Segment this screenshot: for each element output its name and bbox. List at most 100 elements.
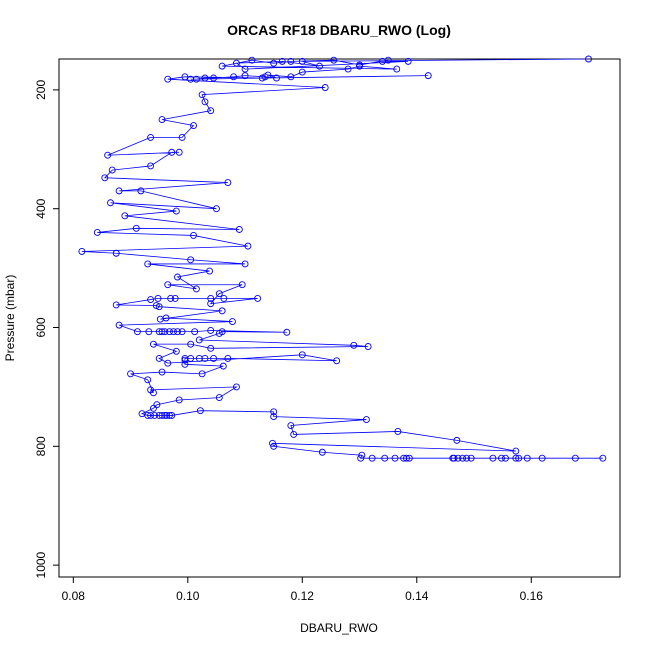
data-point [270,442,278,450]
data-point [298,68,306,76]
data-point [287,57,295,65]
data-point [298,351,306,359]
data-point [241,260,249,268]
data-point [168,148,176,156]
data-point [454,454,462,462]
data-point [269,439,276,447]
data-point [207,107,215,115]
x-tick-label: 0.08 [62,589,86,603]
data-point [585,55,592,63]
data-point [278,57,286,65]
data-point [149,389,157,397]
plot-frame [58,58,621,578]
data-point [137,187,145,195]
data-point [241,72,249,80]
data-point [254,294,262,302]
data-point [104,151,112,159]
data-point [453,436,461,444]
data-point [489,454,497,462]
data-point [449,454,457,462]
data-point [344,65,352,73]
data-point [356,61,363,69]
x-axis: 0.08 0.10 0.12 0.14 0.16 [62,577,543,603]
data-point [207,344,215,352]
data-point [167,294,175,302]
data-point [357,454,365,462]
y-axis-label: Pressure (mbar) [3,275,17,362]
data-point [171,294,179,302]
data-point [166,411,173,419]
data-point [362,416,370,424]
data-point [210,74,218,82]
data-point [233,383,240,391]
data-point [459,454,467,462]
data-point [218,328,226,336]
data-point [147,133,155,141]
data-point [400,454,408,462]
data-point [155,411,163,419]
data-point [138,410,146,418]
data-point [215,394,223,402]
data-point [241,65,249,73]
data-point [273,74,280,82]
data-point [220,294,228,302]
data-point [230,73,238,81]
data-point [394,428,402,435]
data-point [178,133,186,141]
chart-title: ORCAS RF18 DBARU_RWO (Log) [227,22,451,38]
data-point [172,207,180,215]
data-point [78,248,86,255]
data-point [270,413,278,421]
data-point [224,179,232,187]
data-point [155,328,163,336]
data-point [155,354,163,362]
data-point [178,328,186,336]
data-point [181,73,189,81]
data-point [358,451,366,459]
data-point [115,321,123,329]
data-point [463,454,471,462]
y-axis: 200 400 600 800 1000 [34,80,59,578]
x-axis-label: DBARU_RWO [300,621,378,635]
data-point [201,74,209,82]
y-tick-label: 600 [34,317,48,337]
data-point [207,294,215,302]
data-point [145,328,153,336]
data-point [93,229,101,236]
data-point [424,72,432,80]
data-point [316,62,323,70]
data-point [244,242,252,250]
data-point [175,148,183,156]
data-point [164,281,172,289]
data-point [149,404,157,412]
data-point [172,347,180,355]
data-point [158,328,166,336]
data-point [571,454,579,462]
data-point [333,357,341,365]
data-point [174,273,181,281]
data-point [149,340,157,348]
data-point [512,447,520,455]
data-point [153,401,161,409]
data-point [127,370,135,378]
data-point [147,162,155,170]
data-point [121,212,129,220]
data-point [538,454,546,462]
data-point [238,281,246,289]
data-point [192,75,200,83]
data-point [112,301,120,309]
data-point [196,407,204,415]
series-line [81,58,603,459]
data-point [115,187,123,195]
data-point [212,205,220,213]
data-point [163,411,171,419]
data-point [330,56,338,64]
data-point [218,307,226,315]
data-point [108,166,116,174]
data-point [350,341,358,349]
data-point [206,267,214,275]
data-point [364,343,372,350]
data-point [233,59,240,67]
data-point [467,454,475,462]
